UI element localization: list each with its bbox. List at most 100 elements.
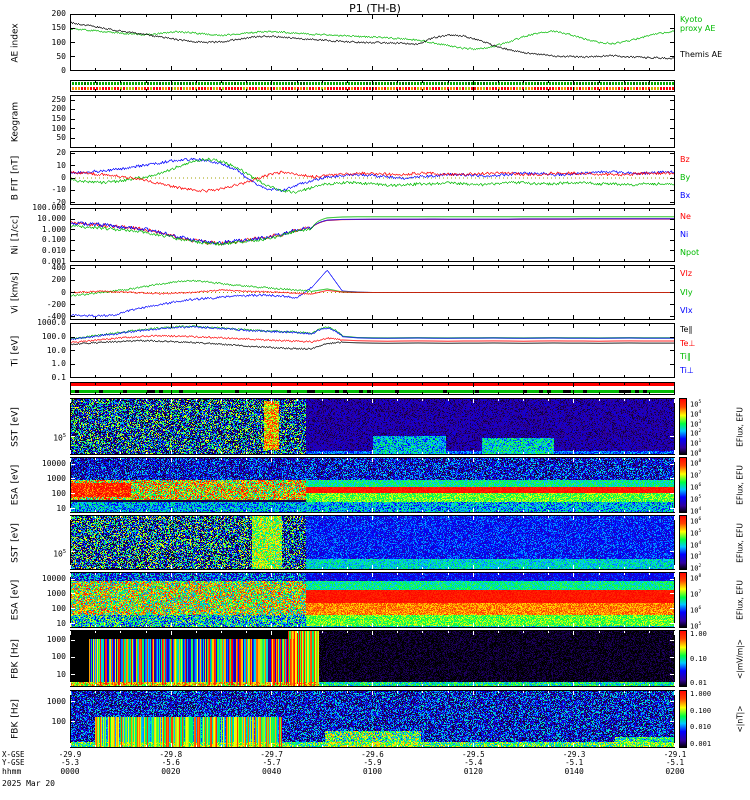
y-tick-label: 100.000 (32, 203, 66, 212)
colorbar-tick-label: 0.100 (690, 706, 712, 715)
y-tick-label: 10.0 (46, 345, 66, 355)
colorbar-tick-label: 107 (690, 590, 702, 599)
colorbar-tick-label: 1.000 (690, 690, 712, 698)
legend-entry: Kyoto (680, 14, 703, 24)
y-tick-label: 10000 (41, 574, 66, 584)
legend-entry: Ti∥ (680, 352, 691, 362)
ephemeris-value: -29.5 (462, 750, 485, 759)
y-tick-label: 150 (51, 114, 66, 124)
y-tick-label: 100.0 (41, 331, 66, 341)
y-tick-label: 100 (51, 37, 66, 47)
y-tick-label: 0 (61, 287, 66, 297)
y-tick-label: 0.001 (41, 257, 66, 266)
y-tick-label: 1000 (46, 696, 66, 706)
y-tick-label: 200 (51, 9, 66, 18)
y-tick-label: 1000.0 (37, 318, 66, 327)
colorbar-tick-label: 1.00 (690, 630, 707, 638)
y-tick-label: 105 (53, 433, 66, 443)
y-tick-label: 0.1 (51, 373, 66, 382)
esa-electrons-axis-label: ESA[eV] (10, 579, 21, 621)
time-tick-label: 0000 (60, 767, 80, 776)
ephemeris-value: -5.3 (60, 758, 80, 767)
esa-electrons-colorbar (679, 572, 687, 628)
y-tick-label: 250 (51, 94, 66, 104)
ephemeris-value: -29.3 (562, 750, 586, 759)
colorbar-tick-label: 107 (690, 471, 702, 480)
time-tick-label: 0120 (463, 767, 483, 776)
y-tick-label: 100 (51, 603, 66, 613)
y-tick-label: 100 (51, 652, 66, 662)
colorbar-tick-label: 100 (690, 449, 702, 458)
time-tick-label: 0020 (161, 767, 181, 776)
y-tick-label: -20 (51, 197, 66, 207)
y-tick-label: 200 (51, 275, 66, 285)
time-axis-label: hhmm (2, 767, 22, 776)
ephemeris-value: -5.1 (665, 758, 685, 767)
y-tick-label: -200 (46, 299, 66, 309)
ephemeris-value: -29.6 (361, 750, 384, 759)
colorbar-tick-label: 106 (690, 483, 702, 492)
colorbar-tick-label: 105 (690, 495, 702, 504)
ephemeris-value: -29.8 (159, 750, 183, 759)
colorbar-tick-label: 0.10 (690, 654, 707, 663)
legend-entry: Te⊥ (680, 338, 696, 348)
time-tick-label: 0140 (564, 767, 584, 776)
y-tick-label: 100 (51, 716, 66, 726)
legend-entry: VIx (680, 305, 693, 315)
esa-ions-colorbar (679, 457, 687, 513)
y-tick-label: 0.100 (41, 235, 66, 245)
legend-entry: Ni (680, 230, 689, 239)
colorbar-tick-label: 103 (690, 419, 702, 428)
legend-entry: By (680, 173, 691, 182)
fbk-electric-colorbar (679, 630, 687, 687)
data-quality-flags-canvas (70, 382, 675, 395)
ephemeris-row-label: Y-GSE (2, 758, 25, 767)
colorbar-tick-label: 105 (690, 622, 702, 631)
y-tick-label: 200 (51, 104, 66, 114)
y-tick-label: 0.010 (41, 246, 66, 256)
y-tick-label: 10.000 (37, 213, 66, 223)
ephemeris-value: -5.1 (565, 758, 584, 767)
legend-entry: VIy (680, 287, 693, 297)
ae-index-axis-label: AE index (10, 22, 21, 63)
b-fit-axis-label: B FIT[nT] (10, 155, 21, 201)
y-tick-label: 0 (61, 66, 66, 75)
ephemeris-value: -29.1 (663, 750, 687, 759)
fbk-magnetic-colorbar (679, 690, 687, 748)
colorbar-tick-label: 106 (690, 606, 702, 615)
ephemeris-value: -5.6 (161, 758, 180, 767)
date-label: 2025 Mar 20 (2, 779, 55, 788)
y-tick-label: 50 (56, 51, 66, 61)
legend-entry: Ti⊥ (680, 366, 694, 376)
colorbar-unit-label: EFlux, EFU (735, 580, 745, 620)
y-tick-label: -400 (46, 311, 66, 321)
legend-entry: Npot (680, 248, 700, 257)
y-tick-label: 10 (56, 670, 66, 680)
y-tick-label: 1.0 (51, 359, 66, 369)
y-tick-label: 400 (51, 263, 66, 273)
colorbar-unit-label: EFlux, EFU (735, 465, 745, 505)
colorbar-tick-label: 0.010 (690, 723, 712, 732)
y-tick-label: 10 (56, 618, 66, 628)
y-tick-label: 1000 (46, 588, 66, 598)
legend-entry: Bz (680, 155, 690, 164)
vi-velocity-axis-label: Vi[km/s] (10, 271, 21, 314)
colorbar-tick-label: 108 (690, 574, 702, 583)
y-tick-label: 10000 (41, 459, 66, 469)
colorbar-tick-label: 104 (690, 409, 702, 419)
y-tick-label: 100 (51, 488, 66, 498)
ni-density-axis-label: Ni[1/cc] (10, 215, 21, 255)
page-title: P1 (TH-B) (349, 2, 401, 15)
ephemeris-value: -5.7 (262, 758, 281, 767)
legend-entry: Themis AE (680, 50, 723, 60)
vi-velocity-canvas (70, 265, 675, 320)
colorbar-tick-label: 105 (690, 400, 702, 409)
y-tick-label: 105 (53, 548, 66, 559)
colorbar-tick-label: 103 (690, 552, 702, 561)
esa-ions-axis-label: ESA[eV] (10, 464, 21, 506)
b-fit-canvas (70, 151, 675, 205)
y-tick-label: 150 (51, 23, 66, 33)
sst-electrons-axis-label: SST[eV] (10, 522, 21, 563)
colorbar-unit-label: <|nT|> (735, 705, 745, 733)
